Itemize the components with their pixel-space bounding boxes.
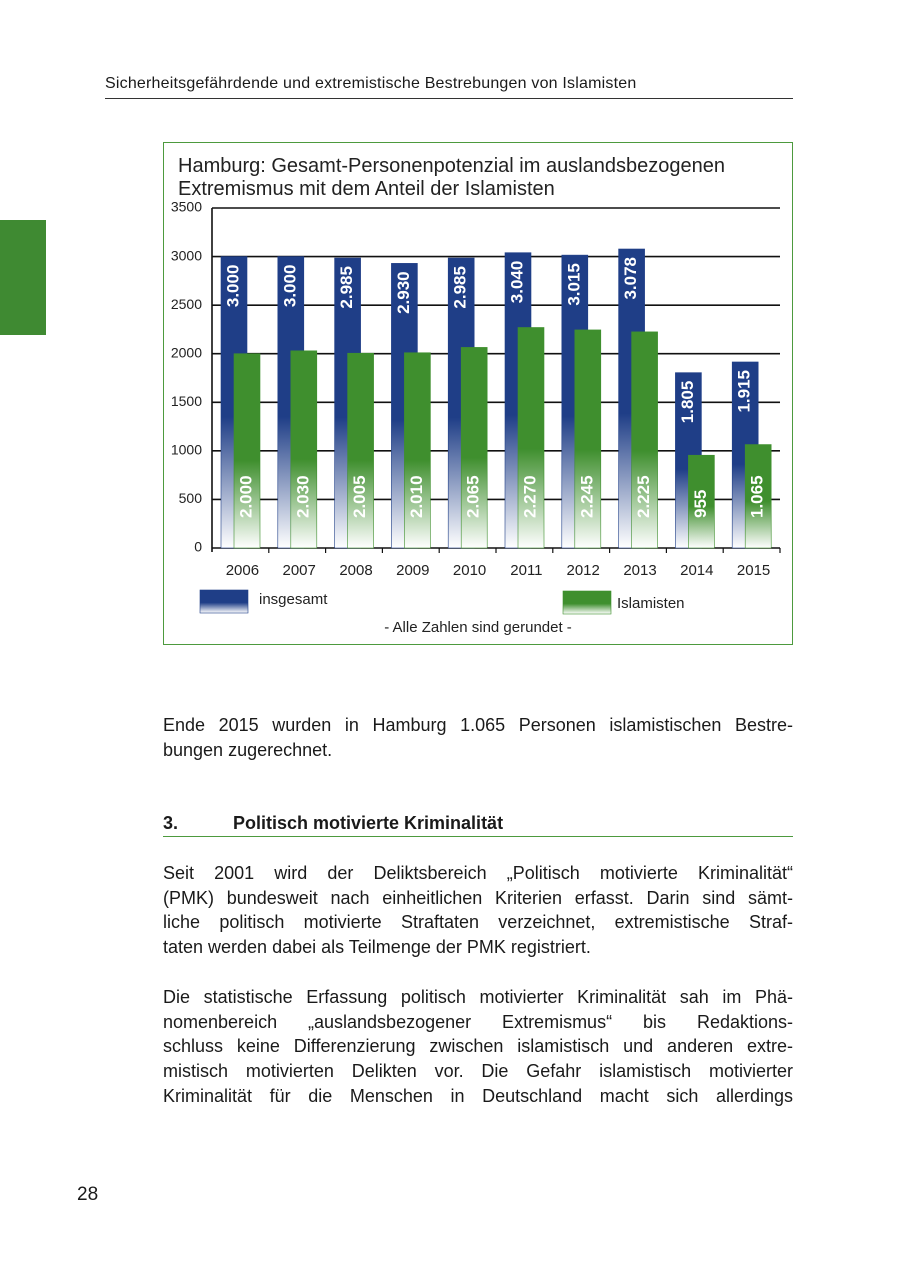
value-label: 2.985 (451, 266, 470, 309)
y-tick-label: 2000 (171, 344, 202, 360)
x-tick-label: 2011 (510, 562, 542, 579)
chart: 0 500 1000 1500 2000 2500 3000 3500 2006 2007 2008… (171, 199, 781, 636)
section-rule (163, 836, 793, 837)
y-tick-label: 0 (194, 539, 202, 555)
x-tick-label: 2010 (453, 562, 486, 579)
body-line: Kriminalität für die Menschen in Deutsch… (163, 1086, 793, 1106)
x-tick-label: 2013 (623, 562, 656, 579)
bar (290, 350, 318, 549)
value-label: 1.805 (678, 381, 697, 424)
header-rule (105, 98, 793, 99)
value-label: 955 (691, 490, 710, 518)
body-line: bungen zugerechnet. (163, 740, 333, 760)
bar (233, 353, 261, 549)
body-line: nomenbereich „auslandsbezogener Extremis… (163, 1012, 793, 1032)
bar (460, 347, 488, 549)
legend-swatch (199, 589, 249, 614)
x-tick-label: 2008 (339, 562, 372, 579)
value-label: 1.065 (748, 475, 767, 518)
x-tick-label: 2015 (737, 562, 770, 579)
body-line: Ende 2015 wurden in Hamburg 1.065 Person… (163, 715, 793, 735)
body-line: (PMK) bundesweit nach einheitlichen Krit… (163, 888, 793, 908)
legend-label: Islamisten (617, 595, 685, 612)
chart-frame (163, 142, 793, 645)
value-label: 2.010 (407, 475, 426, 518)
x-tick-label: 2012 (567, 562, 600, 579)
running-header: Sicherheitsgefährdende und extremistisch… (105, 75, 637, 92)
bar (347, 352, 374, 549)
value-label: 1.915 (735, 370, 754, 413)
value-label: 3.015 (564, 263, 583, 306)
bar (517, 327, 545, 549)
value-label: 2.270 (520, 475, 539, 518)
value-label: 3.000 (223, 265, 242, 308)
chart-title: Hamburg: Gesamt-Personenpotenzial im aus… (178, 155, 725, 200)
value-label: 2.225 (634, 475, 653, 518)
value-label: 2.930 (394, 271, 413, 314)
page-number: 28 (77, 1184, 99, 1205)
x-tick-label: 2007 (283, 562, 316, 579)
value-label: 2.000 (236, 475, 255, 518)
body-line: taten werden dabei als Teilmenge der PMK… (163, 937, 591, 957)
body-line: Seit 2001 wird der Deliktsbereich „Polit… (163, 863, 793, 883)
y-tick-label: 2500 (171, 296, 202, 312)
bar (404, 352, 431, 549)
value-label: 3.078 (621, 257, 640, 300)
x-tick-label: 2006 (226, 562, 259, 579)
value-label: 2.245 (577, 475, 596, 518)
body-line: mistisch motivierten Delikten vor. Die G… (163, 1061, 793, 1081)
section-title: Politisch motivierte Kriminalität (233, 813, 504, 833)
y-tick-label: 1500 (171, 393, 202, 409)
bar (574, 329, 602, 549)
chart-note: - Alle Zahlen sind gerundet - (384, 619, 572, 636)
legend-label: insgesamt (259, 591, 328, 608)
x-tick-label: 2014 (680, 562, 713, 579)
value-label: 2.005 (350, 475, 369, 518)
value-label: 2.985 (337, 266, 356, 309)
value-label: 3.000 (280, 265, 299, 308)
y-tick-label: 500 (179, 490, 203, 506)
y-tick-label: 1000 (171, 442, 202, 458)
bar (744, 444, 772, 549)
body-line: schluss keine Differenzierung zwischen i… (163, 1036, 793, 1056)
y-tick-label: 3000 (171, 247, 202, 263)
body-line: liche politisch motivierte Straftaten ve… (163, 912, 793, 932)
chapter-tab (0, 220, 46, 335)
bar (688, 454, 715, 549)
value-label: 2.030 (293, 475, 312, 518)
legend-swatch (562, 590, 612, 615)
value-label: 2.065 (464, 475, 483, 518)
section-number: 3. (163, 813, 179, 833)
bar (631, 331, 658, 549)
x-tick-label: 2009 (396, 562, 429, 579)
value-label: 3.040 (507, 261, 526, 304)
y-tick-label: 3500 (171, 199, 202, 215)
body-line: Die statistische Erfassung politisch mot… (163, 987, 793, 1007)
